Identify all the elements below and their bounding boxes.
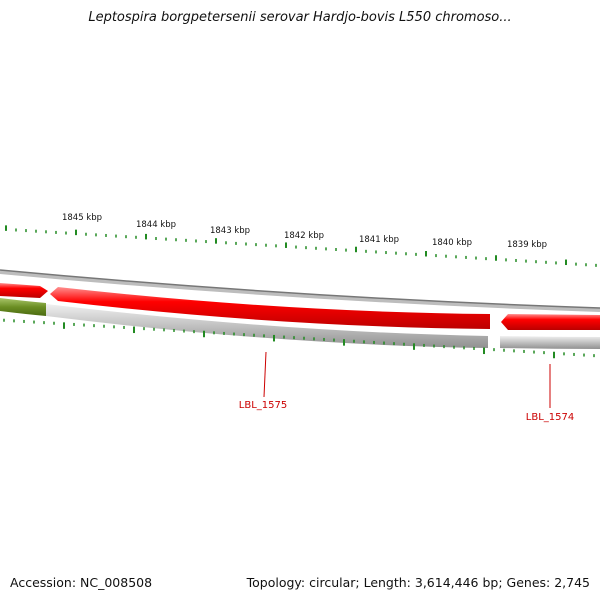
backbone-track [0, 269, 600, 312]
ruler-label: 1842 kbp [284, 231, 324, 241]
leader-line-lbl-1575 [263, 351, 267, 398]
ruler-ticks [3, 225, 597, 359]
ruler-labels: 1845 kbp 1844 kbp 1843 kbp 1842 kbp 1841 kbp… [62, 213, 547, 250]
gene-lbl-1574[interactable] [501, 314, 600, 330]
gene-lbl-1575[interactable] [50, 287, 490, 329]
ruler-label: 1841 kbp [359, 235, 399, 245]
ruler-label: 1844 kbp [136, 220, 176, 230]
gene-label-lbl-1575[interactable]: LBL_1575 [239, 400, 287, 411]
ruler-label: 1840 kbp [432, 238, 472, 248]
ruler-label: 1845 kbp [62, 213, 102, 223]
gene-lbl-1576[interactable] [0, 283, 48, 298]
genome-stats-text: Topology: circular; Length: 3,614,446 bp… [246, 575, 590, 590]
ruler-label: 1839 kbp [507, 240, 547, 250]
reverse-strand-band [46, 304, 600, 349]
accession-text: Accession: NC_008508 [10, 575, 153, 590]
map-title: Leptospira borgpetersenii serovar Hardjo… [88, 10, 512, 25]
ruler-label: 1843 kbp [210, 226, 250, 236]
gene-green[interactable] [0, 298, 46, 316]
gene-label-lbl-1574[interactable]: LBL_1574 [526, 412, 574, 423]
